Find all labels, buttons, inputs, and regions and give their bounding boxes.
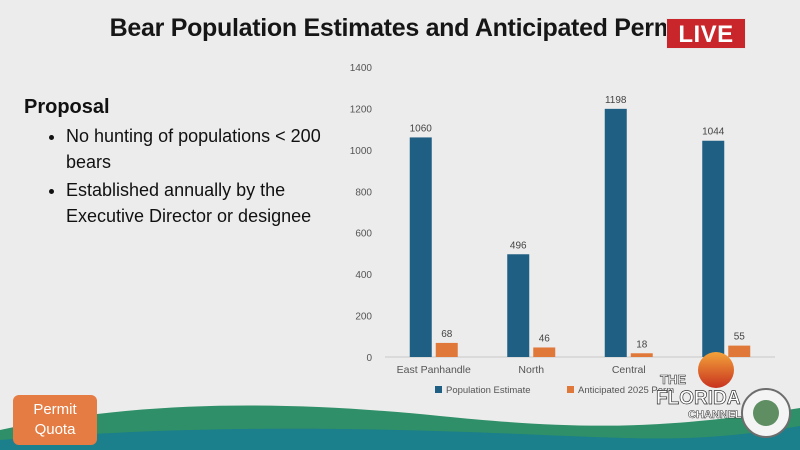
y-tick-label: 800 [355, 187, 372, 198]
proposal-bullet: No hunting of populations < 200 bears [66, 123, 324, 175]
proposal-list: No hunting of populations < 200 bears Es… [24, 123, 324, 229]
logo-florida: FLORIDA [656, 388, 741, 409]
seal-emblem [753, 400, 779, 426]
data-label: 46 [539, 333, 551, 344]
y-tick-label: 1400 [350, 63, 373, 74]
bar-permits [533, 347, 556, 357]
wave-teal [0, 426, 800, 450]
bar-permits [728, 345, 751, 357]
bar-permits [630, 353, 653, 357]
wave-decoration [0, 405, 800, 450]
permit-quota-button[interactable]: Permit Quota [13, 395, 97, 445]
bar-population [507, 254, 530, 357]
legend-swatch [435, 386, 442, 393]
data-label: 1060 [410, 123, 433, 134]
y-tick-label: 1000 [350, 146, 373, 157]
x-tick-label: North [518, 364, 544, 376]
data-label: 1044 [702, 127, 725, 138]
proposal-heading: Proposal [24, 96, 110, 118]
y-tick-label: 400 [355, 270, 372, 281]
page-title: Bear Population Estimates and Anticipate… [109, 14, 691, 42]
live-badge: LIVE [666, 18, 746, 49]
sun-icon [698, 352, 734, 388]
x-tick-label: Central [612, 364, 646, 376]
bar-permits [435, 342, 458, 357]
x-tick-label: East Panhandle [397, 364, 471, 376]
data-label: 1198 [605, 95, 627, 106]
data-label: 55 [734, 332, 746, 343]
proposal-bullet: Established annually by the Executive Di… [66, 177, 324, 229]
permit-quota-line1: Permit [33, 401, 77, 418]
bar-population [409, 137, 432, 357]
proposal-section: Proposal No hunting of populations < 200… [24, 96, 324, 231]
data-label: 68 [441, 329, 453, 340]
y-tick-label: 1200 [350, 104, 373, 115]
permit-quota-line2: Quota [34, 421, 76, 438]
bar-population [702, 140, 725, 357]
bar-population [604, 108, 627, 357]
florida-channel-logo: THE FLORIDA CHANNEL [656, 352, 742, 421]
logo-the: THE [660, 372, 686, 387]
legend-label: Anticipated 2025 Perm [578, 385, 674, 396]
y-tick-label: 0 [366, 353, 372, 364]
legend-label: Population Estimate [446, 385, 531, 396]
data-label: 18 [636, 339, 648, 350]
data-label: 496 [510, 240, 527, 251]
y-tick-label: 200 [355, 312, 372, 323]
bar-chart: 0 200 400 600 800 1000 1200 1400 1060 68 East Panh… [330, 55, 780, 410]
logo-channel: CHANNEL [688, 409, 742, 421]
agency-seal [741, 388, 791, 438]
legend-swatch [567, 386, 574, 393]
chart-svg: 0 200 400 600 800 1000 1200 1400 1060 68 East Panh… [350, 63, 775, 396]
y-tick-label: 600 [355, 229, 372, 240]
